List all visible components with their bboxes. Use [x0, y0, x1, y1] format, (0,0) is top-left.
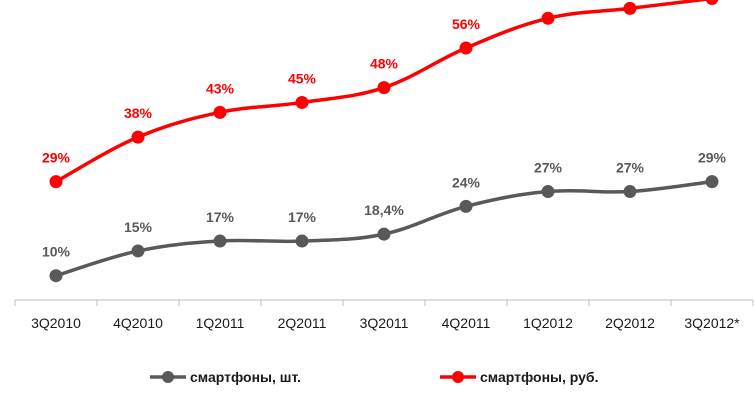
series-1-data-label: 62% — [534, 0, 563, 2]
x-tick-label: 2Q2011 — [278, 315, 327, 331]
x-tick-label: 4Q2011 — [442, 315, 491, 331]
series-0-point — [377, 227, 391, 241]
series-0-data-label: 10% — [42, 244, 71, 260]
series-1-point — [541, 11, 555, 25]
series-0-data-label: 27% — [616, 160, 645, 176]
series-0-data-label: 17% — [288, 209, 317, 225]
series-0-data-label: 15% — [124, 219, 153, 235]
x-tick-label: 3Q2011 — [360, 315, 409, 331]
series-1-data-label: 38% — [124, 105, 153, 121]
legend-label-0: смартфоны, шт. — [190, 369, 301, 385]
series-1-point — [295, 95, 309, 109]
series-1-data-label: 48% — [370, 56, 399, 72]
series-1-data-label: 56% — [452, 16, 481, 32]
series-1-data-label: 29% — [42, 150, 71, 166]
legend-swatch-marker — [452, 371, 464, 383]
label-layer: 10% 15% 17% 17% 18,4% 24% 27% 27% 29% 29% 38% 43% 45… — [42, 0, 727, 260]
series-0-point — [541, 185, 555, 199]
series-1-point — [377, 81, 391, 95]
legend: смартфоны, шт. смартфоны, руб. — [150, 369, 598, 385]
series-0-point — [295, 234, 309, 248]
series-1-point — [49, 175, 63, 189]
series-0-point — [49, 269, 63, 283]
x-tick-label: 4Q2010 — [113, 315, 163, 331]
series-0-point — [131, 244, 145, 258]
series-1-point — [131, 130, 145, 144]
series-1-point — [705, 0, 719, 5]
series-0-data-label: 27% — [534, 160, 563, 176]
series-0-data-label: 18,4% — [364, 202, 404, 218]
x-tick-label: 3Q2012* — [684, 315, 740, 331]
series-1-data-label: 43% — [206, 80, 235, 96]
axis-layer: 3Q2010 4Q2010 1Q2011 2Q2011 3Q2011 4Q2011 1Q20… — [14, 299, 754, 331]
x-tick-label: 2Q2012 — [605, 315, 655, 331]
series-1-point — [459, 41, 473, 55]
legend-label-1: смартфоны, руб. — [480, 369, 598, 385]
series-0-data-label: 24% — [452, 174, 481, 190]
series-0-data-label: 29% — [698, 150, 727, 166]
series-0-point — [623, 185, 637, 199]
series-0-data-label: 17% — [206, 209, 235, 225]
series-0-point — [213, 234, 227, 248]
series-layer — [49, 0, 719, 283]
series-0-point — [459, 199, 473, 213]
series-1-point — [623, 1, 637, 15]
x-tick-label: 3Q2010 — [31, 315, 81, 331]
series-1-data-label: 45% — [288, 70, 317, 86]
legend-swatch-marker — [162, 371, 174, 383]
x-tick-label: 1Q2011 — [196, 315, 245, 331]
series-1-point — [213, 105, 227, 119]
series-0-point — [705, 175, 719, 189]
x-tick-label: 1Q2012 — [523, 315, 573, 331]
